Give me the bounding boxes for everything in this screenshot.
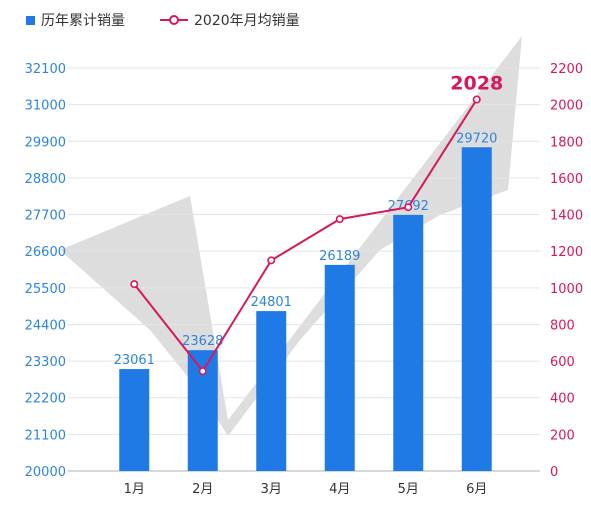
y-left-tick-label: 32100: [25, 62, 66, 77]
y-left-tick-label: 28800: [25, 172, 66, 187]
y-right-tick-label: 200: [550, 428, 575, 443]
line-point: [472, 95, 481, 104]
legend-line-swatch: [160, 15, 188, 25]
y-left-tick-label: 26600: [25, 245, 66, 260]
x-tick-label: 5月: [398, 482, 419, 497]
x-tick-label: 3月: [261, 482, 282, 497]
y-left-tick-label: 22200: [25, 392, 66, 407]
legend-line-label: 2020年月均销量: [194, 13, 300, 29]
line-point: [404, 203, 413, 212]
bar: [119, 369, 150, 471]
y-left-tick-label: 27700: [25, 209, 66, 224]
x-tick-label: 2月: [192, 482, 213, 497]
y-left-tick-label: 21100: [25, 428, 66, 443]
y-left-tick-label: 20000: [25, 465, 66, 480]
line-point: [267, 256, 276, 265]
bar-value-label: 24801: [251, 295, 292, 310]
legend-line-series: 2020年月均销量: [160, 10, 300, 30]
highlight-value-label: 2028: [450, 73, 503, 95]
legend-bar-series: 历年累计销量: [26, 10, 125, 30]
bar: [461, 147, 492, 471]
y-right-tick-label: 1800: [550, 135, 583, 150]
y-right-tick-label: 1600: [550, 172, 583, 187]
legend-bar-label: 历年累计销量: [41, 13, 125, 29]
x-tick-label: 1月: [124, 482, 145, 497]
y-left-tick-label: 23300: [25, 355, 66, 370]
y-right-tick-label: 2200: [550, 62, 583, 77]
line-point: [198, 367, 207, 376]
line-point: [130, 280, 139, 289]
bar-value-label: 23628: [182, 334, 223, 349]
bar-value-label: 29720: [456, 131, 497, 146]
y-right-tick-label: 400: [550, 392, 575, 407]
y-left-tick-label: 24400: [25, 318, 66, 333]
y-right-tick-label: 1200: [550, 245, 583, 260]
line-series: [133, 98, 478, 373]
x-tick-label: 6月: [466, 482, 487, 497]
bar: [393, 214, 424, 472]
y-left-tick-label: 25500: [25, 282, 66, 297]
y-right-tick-label: 1000: [550, 282, 583, 297]
line-point: [335, 215, 344, 224]
y-right-tick-label: 1400: [550, 209, 583, 224]
x-tick-label: 4月: [329, 482, 350, 497]
bar: [324, 264, 355, 471]
y-right-tick-label: 600: [550, 355, 575, 370]
bar-value-label: 23061: [114, 353, 155, 368]
y-right-tick-label: 800: [550, 318, 575, 333]
bar: [256, 311, 287, 471]
y-right-tick-label: 0: [550, 465, 558, 480]
legend-bar-swatch: [26, 15, 35, 25]
y-left-tick-label: 31000: [25, 99, 66, 114]
y-right-tick-label: 2000: [550, 99, 583, 114]
bar-value-label: 26189: [319, 249, 360, 264]
y-left-tick-label: 29900: [25, 135, 66, 150]
